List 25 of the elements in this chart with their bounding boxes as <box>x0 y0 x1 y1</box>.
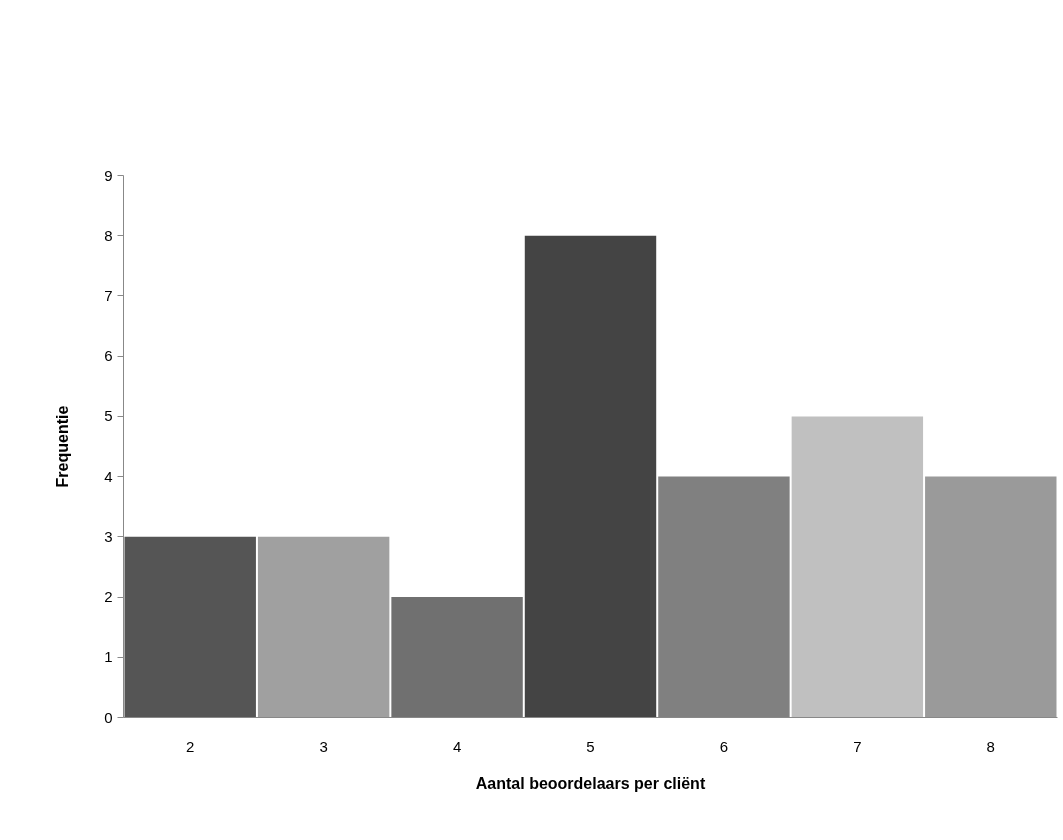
y-tick-label: 1 <box>104 648 113 666</box>
bar <box>391 597 523 718</box>
y-tick-label: 3 <box>104 527 113 545</box>
y-tick-label: 8 <box>104 226 113 244</box>
y-axis-title: Frequentie <box>54 405 72 488</box>
bar <box>791 416 924 718</box>
x-axis-title: Aantal beoordelaars per cliënt <box>475 774 706 792</box>
x-tick-label: 5 <box>586 737 595 755</box>
y-tick-label: 9 <box>104 166 113 184</box>
y-tick-label: 4 <box>104 467 113 485</box>
bar <box>124 536 256 718</box>
y-tick-label: 0 <box>104 708 113 726</box>
y-tick-label: 2 <box>104 588 113 606</box>
y-tick-label: 5 <box>104 407 113 425</box>
y-tick-label: 6 <box>104 347 113 365</box>
x-tick-label: 2 <box>186 737 195 755</box>
bar <box>925 476 1057 718</box>
bar <box>257 536 390 718</box>
x-tick-label: 4 <box>452 737 462 755</box>
x-tick-label: 6 <box>719 737 729 755</box>
bar <box>524 235 657 718</box>
x-tick-label: 8 <box>986 737 995 755</box>
y-tick-label: 7 <box>104 286 113 304</box>
x-tick-label: 3 <box>319 737 328 755</box>
x-tick-label: 7 <box>853 737 862 755</box>
